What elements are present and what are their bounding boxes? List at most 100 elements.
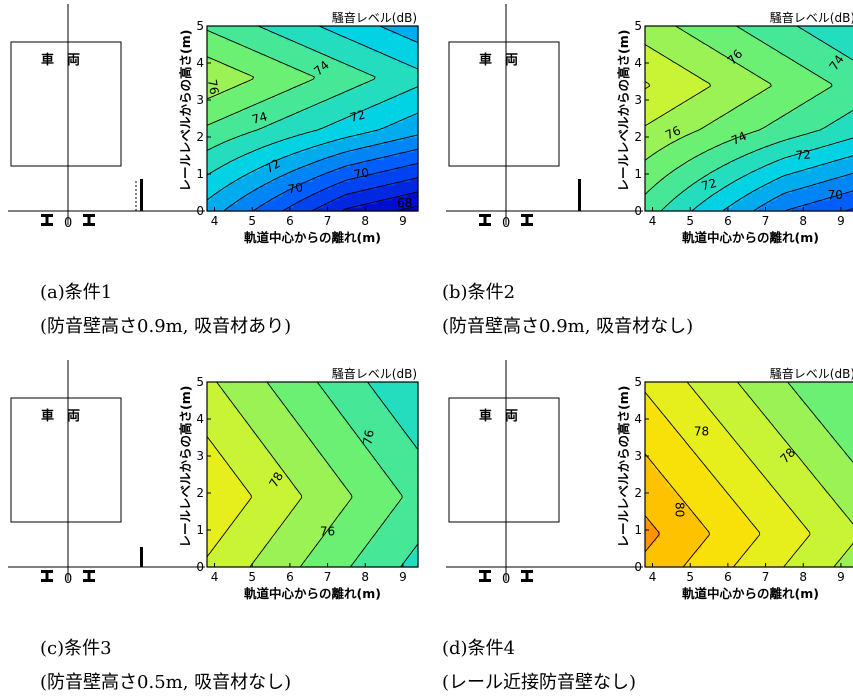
rail-icon (479, 570, 491, 582)
panel-c: 車 両 0 78 76 76 4 5 6 7 8 9 0 1 2 3 4 5 騒音レベル(dB) 軌道中心からの離れ… (0, 356, 426, 630)
y-tick-label: 2 (634, 486, 642, 500)
y-tick-label: 1 (634, 523, 642, 537)
y-tick-label: 0 (196, 204, 204, 218)
contour-line (722, 155, 853, 212)
y-tick-label: 2 (196, 486, 204, 500)
contour-label: 72 (263, 156, 283, 176)
y-tick-label: 3 (634, 93, 642, 107)
contour-line (206, 25, 376, 151)
contour-line (206, 56, 255, 100)
contour-line (316, 381, 403, 568)
caption-a-line1: (a)条件1 (40, 282, 113, 303)
contour-label: 72 (348, 107, 366, 124)
y-tick-label: 4 (634, 412, 642, 426)
x-tick-label: 7 (762, 214, 770, 228)
y-tick-label: 5 (634, 19, 642, 33)
panel-b: 車 両 0 76 74 76 74 72 72 70 4 5 6 7 8 9 0 1 2 3 4 5 騒音レベル(dB) 軌… (438, 0, 853, 274)
y-tick-label: 5 (196, 19, 204, 33)
contour-line (753, 172, 853, 212)
rail-icon (41, 214, 53, 226)
x-tick-label: 7 (762, 570, 770, 584)
cross-section: 車 両 0 (446, 4, 643, 231)
rail-center-label: 0 (64, 572, 72, 587)
contour-lines (206, 25, 419, 212)
contour-label: 68 (397, 196, 412, 210)
x-tick-label: 4 (649, 214, 657, 228)
panel-d: 車 両 0 78 78 80 4 5 6 7 8 9 0 1 2 3 4 5 騒音レベル(dB) 軌道中心からの離れ… (438, 356, 853, 630)
caption-c-line1: (c)条件3 (40, 638, 112, 659)
x-axis-label: 軌道中心からの離れ(m) (244, 586, 381, 601)
vehicle-label: 車 両 (41, 408, 80, 424)
x-tick-label: 4 (649, 570, 657, 584)
x-tick-label: 5 (248, 214, 256, 228)
contour-line (216, 381, 303, 568)
contour-line (686, 381, 811, 568)
contour-label: 70 (353, 165, 370, 181)
plot-frame (206, 25, 419, 212)
x-axis-label: 軌道中心からの離れ(m) (244, 230, 381, 245)
caption-d-line2: (レール近接防音壁なし) (442, 672, 637, 693)
y-tick-label: 3 (196, 449, 204, 463)
rail-center-label: 0 (502, 572, 510, 587)
x-tick-label: 5 (686, 214, 694, 228)
chart-title: 騒音レベル(dB) (770, 10, 853, 25)
contour-label: 70 (828, 188, 843, 202)
contour-line (206, 25, 419, 176)
cross-section: 車 両 0 (446, 360, 643, 587)
x-tick-label: 8 (799, 214, 807, 228)
x-tick-label: 8 (361, 214, 369, 228)
vehicle-label: 車 両 (479, 408, 518, 424)
x-axis-label: 軌道中心からの離れ(m) (682, 586, 819, 601)
y-tick-label: 0 (634, 560, 642, 574)
caption-b-line1: (b)条件2 (442, 282, 516, 303)
contour-label: 78 (694, 424, 709, 438)
contour-line (223, 134, 419, 212)
contour-label: 76 (663, 123, 683, 142)
caption-a-line2: (防音壁高さ0.9m, 吸音材あり) (40, 316, 292, 337)
x-tick-label: 9 (399, 570, 407, 584)
contour-line (644, 453, 710, 568)
y-axis-label: レールレベルからの高さ(m) (178, 386, 193, 548)
plot-frame (644, 25, 853, 212)
y-tick-label: 1 (634, 167, 642, 181)
plot-frame (644, 381, 853, 568)
y-tick-label: 1 (196, 167, 204, 181)
x-tick-label: 9 (399, 214, 407, 228)
x-tick-label: 4 (211, 570, 219, 584)
contour-label: 72 (700, 176, 718, 193)
y-tick-label: 4 (196, 56, 204, 70)
vehicle-label: 車 両 (41, 52, 80, 68)
x-tick-label: 9 (837, 214, 845, 228)
contour-line (787, 381, 853, 463)
x-axis-label: 軌道中心からの離れ(m) (682, 230, 819, 245)
y-tick-label: 4 (196, 412, 204, 426)
y-tick-label: 3 (196, 93, 204, 107)
contour-lines (644, 381, 853, 568)
rail-icon (83, 570, 95, 582)
x-tick-label: 6 (724, 214, 732, 228)
x-tick-label: 6 (286, 570, 294, 584)
y-tick-label: 2 (196, 130, 204, 144)
contour-label: 74 (729, 129, 749, 148)
rail-icon (521, 570, 533, 582)
y-tick-label: 4 (634, 56, 642, 70)
x-tick-label: 4 (211, 214, 219, 228)
rail-icon (83, 214, 95, 226)
contour-label: 78 (266, 470, 286, 490)
vehicle-outline (448, 41, 560, 167)
vehicle-outline (448, 397, 560, 523)
cross-section: 車 両 0 (8, 360, 205, 587)
y-tick-label: 3 (634, 449, 642, 463)
contour-label: 76 (320, 524, 335, 538)
rail-center-label: 0 (64, 216, 72, 231)
contour-line (644, 25, 833, 195)
x-tick-label: 7 (324, 214, 332, 228)
y-tick-label: 0 (634, 204, 642, 218)
y-tick-label: 2 (634, 130, 642, 144)
